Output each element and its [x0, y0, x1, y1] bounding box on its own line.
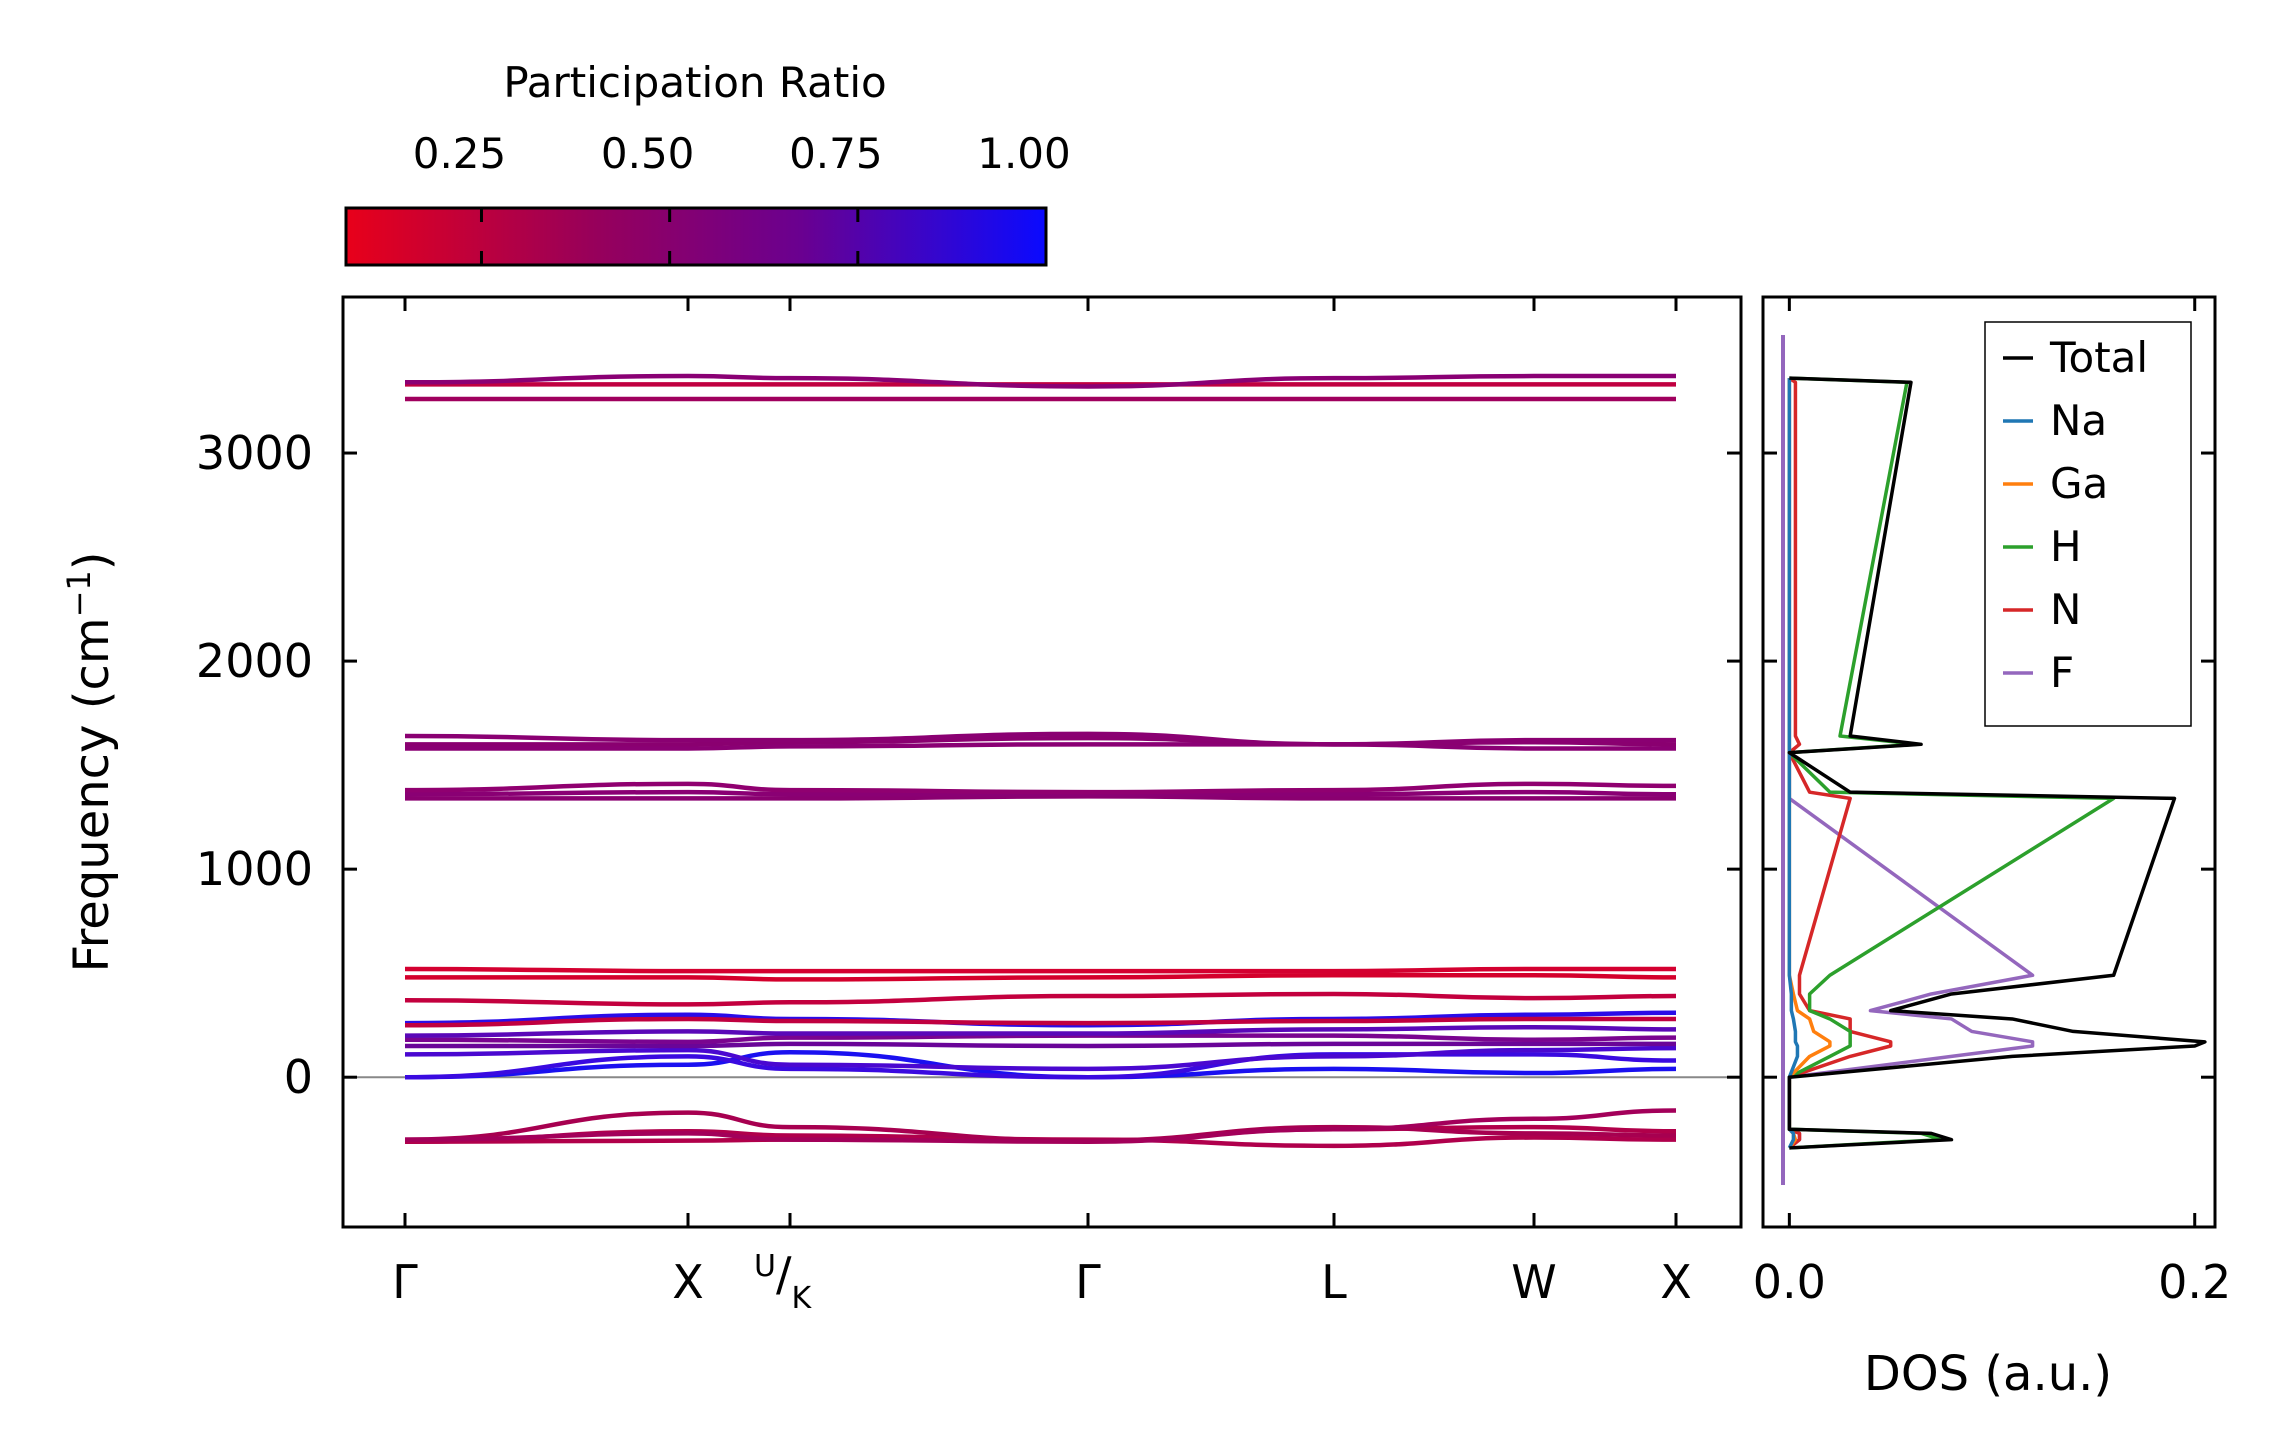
y-tick-label: 0: [284, 1050, 313, 1104]
legend-box: [1984, 321, 2192, 727]
band-band-14: [404, 973, 1677, 982]
band-band-12: [404, 1016, 1676, 1028]
x-tick-label: Γ: [392, 1255, 418, 1309]
legend-label-Na: Na: [2050, 396, 2107, 445]
colorbar-tick-label: 0.75: [789, 129, 883, 178]
band-x-ticks: Γ X U/K Γ L W X: [392, 297, 1692, 1316]
dos-axes-frame: [1761, 295, 2217, 1229]
y-tick-label: 1000: [196, 842, 313, 896]
band-y-ticks: 0 1000 2000 3000: [196, 426, 1741, 1104]
band-band-21: [404, 731, 1676, 747]
x-tick-label: X: [1660, 1255, 1692, 1309]
band-band-4: [404, 1108, 1677, 1144]
dos-x-tick-label: 0.2: [2158, 1255, 2231, 1309]
colorbar-tick-label: 0.25: [413, 129, 507, 178]
band-lines: [404, 373, 1677, 1149]
y-axis-title: Frequency (cm−1): [60, 551, 120, 972]
band-band-19: [405, 742, 1676, 751]
band-band-24: [404, 373, 1676, 389]
band-band-13: [404, 991, 1677, 1007]
colorbar-tick-label: 0.50: [601, 129, 695, 178]
x-tick-label: X: [672, 1255, 704, 1309]
dos-y-ticks: [1763, 451, 2215, 1079]
x-tick-label: L: [1321, 1255, 1347, 1309]
band-band-7: [404, 1045, 1677, 1072]
colorbar-gradient: [344, 206, 1048, 267]
y-tick-label: 2000: [196, 634, 313, 688]
legend-label-N: N: [2050, 585, 2081, 634]
dos-lines: [1787, 376, 2207, 1150]
x-tick-label: U/K: [754, 1247, 812, 1316]
legend-label-Total: Total: [2049, 333, 2148, 382]
y-tick-label: 3000: [196, 426, 313, 480]
legend-label-Ga: Ga: [2050, 459, 2108, 508]
band-band-10: [404, 1025, 1677, 1038]
dos-x-ticks: 0.0 0.2: [1753, 297, 2231, 1309]
band-structure-panel: 0 1000 2000 3000 Γ X U/K Γ L W X Frequency (cm−1): [60, 295, 1743, 1316]
band-band-18: [404, 781, 1677, 795]
dos-x-tick-label: 0.0: [1753, 1255, 1826, 1309]
dos-legend: Total Na Ga HNF: [1984, 321, 2192, 727]
legend-label-H: H: [2050, 522, 2082, 571]
x-tick-label: Γ: [1075, 1255, 1101, 1309]
colorbar: Participation Ratio 0.25 0.50 0.75 1.00: [344, 58, 1071, 267]
legend-label-F: F: [2050, 648, 2074, 697]
dos-x-axis-title: DOS (a.u.): [1864, 1346, 2112, 1402]
band-band-6: [404, 1052, 1677, 1080]
colorbar-tick-label: 1.00: [977, 129, 1071, 178]
colorbar-title: Participation Ratio: [503, 58, 886, 107]
band-band-9: [404, 1033, 1677, 1045]
band-axes-frame: [341, 295, 1743, 1229]
dos-panel: 0.0 0.2 DOS (a.u.) Total Na Ga HNF: [1753, 295, 2231, 1402]
band-band-15: [404, 966, 1676, 974]
dos-line-Total: [1787, 376, 2207, 1150]
legend-items: Total Na Ga HNF: [2003, 333, 2148, 697]
x-tick-label: W: [1511, 1255, 1556, 1309]
band-band-16: [405, 794, 1676, 801]
band-band-8: [405, 1041, 1676, 1049]
colorbar-ticks: 0.25 0.50 0.75 1.00: [413, 129, 1071, 265]
